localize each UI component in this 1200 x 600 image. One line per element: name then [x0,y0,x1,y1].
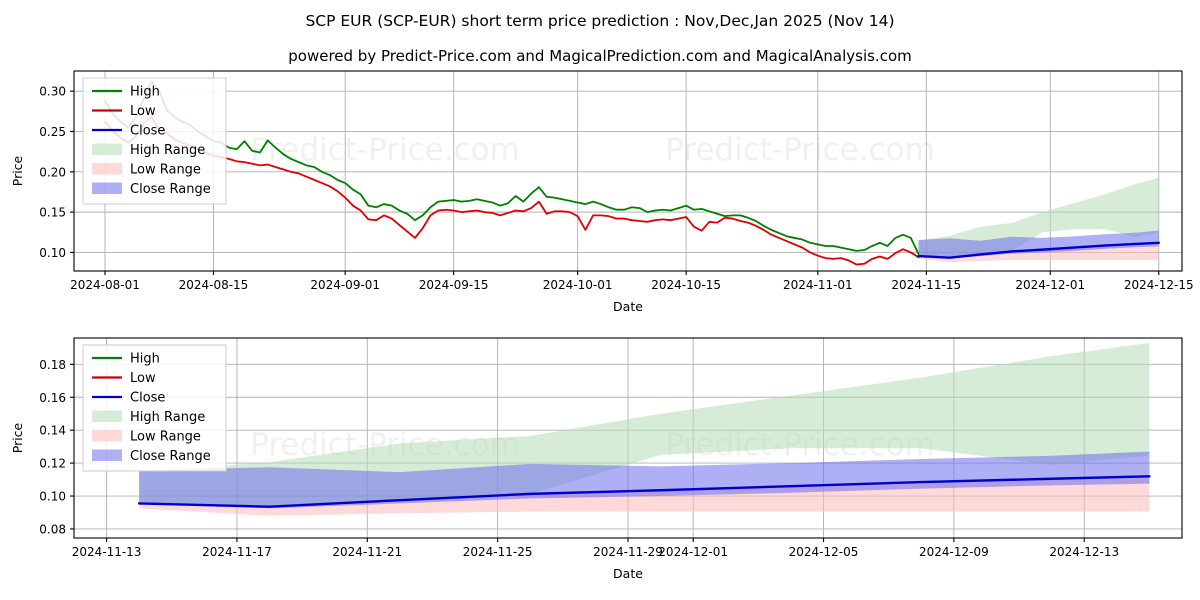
series-line-low [104,116,920,266]
x-tick-label: 2024-10-01 [543,278,613,292]
y-tick-label: 0.10 [39,246,66,260]
series-line-close [917,241,1160,259]
legend-item[interactable]: Low [92,371,156,386]
legend-label: Low Range [130,430,201,445]
x-tick-label: 2024-12-15 [1124,278,1194,292]
y-tick-label: 0.25 [39,125,66,139]
x-tick-label: 2024-12-01 [658,545,728,559]
legend-label: Low [130,104,156,119]
legend-item[interactable]: High [92,352,160,367]
legend-label: Close Range [130,449,211,464]
x-tick-label: 2024-11-29 [593,545,663,559]
close-range-band [139,451,1150,509]
legend-patch-swatch [92,182,122,194]
y-axis-label: Price [10,422,25,453]
legend: High Low Close High Range Low Range Close Ran… [82,77,227,205]
title-block: SCP EUR (SCP-EUR) short term price predi… [0,0,1200,64]
x-tick-label: 2024-12-01 [1015,278,1085,292]
bottom-chart: Predict-Price.comPredict-Price.com0.080.… [10,337,1183,581]
close-range-band [918,230,1159,259]
y-tick-label: 0.30 [39,85,66,99]
y-axis-label: Price [10,155,25,186]
x-tick-label: 2024-08-01 [70,278,140,292]
legend-patch-swatch [92,163,122,175]
x-tick-label: 2024-12-05 [789,545,859,559]
legend-item[interactable]: Close Range [92,182,211,197]
plot-frame [73,70,1183,272]
y-tick-label: 0.08 [39,522,66,536]
legend-label: Low [130,371,156,386]
legend-label: High Range [130,410,205,425]
x-tick-label: 2024-08-15 [179,278,249,292]
legend-item[interactable]: High Range [92,410,205,425]
x-tick-label: 2024-11-25 [463,545,533,559]
legend-item[interactable]: Low Range [92,163,201,178]
x-tick-label: 2024-12-09 [919,545,989,559]
high-range-band [139,342,1150,507]
x-tick-label: 2024-11-13 [72,545,142,559]
legend-item[interactable]: Close [92,391,165,406]
legend-label: High [130,85,160,100]
x-tick-label: 2024-09-15 [419,278,489,292]
legend-patch-swatch [92,449,122,461]
x-tick-label: 2024-12-13 [1049,545,1119,559]
legend-label: Close [130,391,165,406]
legend-patch-swatch [92,410,122,422]
x-axis-label: Date [613,566,643,581]
x-tick-label: 2024-11-21 [332,545,402,559]
x-tick-label: 2024-11-01 [783,278,853,292]
top-chart: Predict-Price.com Predict-Price.com Predic… [10,70,1194,314]
legend-item[interactable]: Low [92,104,156,119]
y-tick-label: 0.14 [39,424,66,438]
x-tick-label: 2024-11-15 [891,278,961,292]
legend-patch-swatch [92,143,122,155]
x-tick-label: 2024-11-17 [202,545,272,559]
legend: High Low Close High Range Low Range Close Ran… [82,344,227,472]
y-tick-label: 0.15 [39,206,66,220]
legend-item[interactable]: Close [92,124,165,139]
watermark: Predict-Price.com [250,132,520,168]
legend-item[interactable]: Low Range [92,430,201,445]
series-line-close [137,475,1151,508]
legend-item[interactable]: High Range [92,143,205,158]
legend-label: Low Range [130,163,201,178]
high-range-band [918,177,1159,258]
y-tick-label: 0.10 [39,490,66,504]
legend-item[interactable]: Close Range [92,449,211,464]
y-tick-label: 0.16 [39,391,66,405]
page-title: SCP EUR (SCP-EUR) short term price predi… [305,12,895,30]
watermark: Predict-Price.com [665,267,935,303]
legend-item[interactable]: High [92,85,160,100]
x-tick-label: 2024-10-15 [651,278,721,292]
legend-patch-swatch [92,430,122,442]
legend-label: Close Range [130,182,211,197]
legend-label: Close [130,124,165,139]
y-tick-label: 0.12 [39,457,66,471]
watermark: Predict-Price.com [665,132,935,168]
legend-label: High [130,352,160,367]
legend-label: High Range [130,143,205,158]
x-tick-label: 2024-09-01 [310,278,380,292]
x-axis-label: Date [613,299,643,314]
watermark: Predict-Price.com [250,267,520,303]
page-subtitle: powered by Predict-Price.com and Magical… [288,46,912,65]
y-tick-label: 0.18 [39,358,66,372]
y-tick-label: 0.20 [39,165,66,179]
series-line-high [104,80,920,255]
